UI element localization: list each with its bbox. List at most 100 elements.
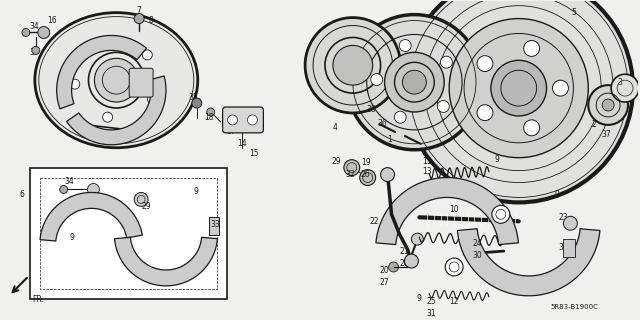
Text: 8: 8 — [148, 16, 154, 25]
Circle shape — [404, 0, 633, 203]
Text: 29: 29 — [141, 202, 151, 211]
Text: FR.: FR. — [32, 295, 44, 304]
Circle shape — [563, 216, 577, 230]
Circle shape — [134, 14, 144, 24]
Circle shape — [70, 79, 80, 89]
Ellipse shape — [35, 12, 198, 148]
Circle shape — [388, 262, 399, 272]
Circle shape — [611, 74, 639, 102]
Text: 5R83-B1900C: 5R83-B1900C — [550, 304, 598, 310]
Circle shape — [492, 205, 510, 223]
Polygon shape — [40, 192, 142, 241]
Circle shape — [412, 233, 423, 245]
Text: 7: 7 — [137, 6, 141, 15]
Circle shape — [477, 56, 493, 72]
Circle shape — [371, 74, 383, 85]
Text: 1: 1 — [387, 135, 392, 144]
Circle shape — [404, 254, 419, 268]
Circle shape — [333, 45, 372, 85]
FancyBboxPatch shape — [223, 107, 264, 133]
Text: 9: 9 — [417, 294, 422, 303]
Text: 23: 23 — [559, 213, 568, 222]
Text: 24: 24 — [472, 239, 482, 248]
Text: 22: 22 — [370, 217, 380, 226]
Bar — [209, 217, 219, 235]
Text: 36: 36 — [378, 119, 387, 128]
Text: 26: 26 — [361, 170, 371, 179]
Text: 21: 21 — [400, 247, 409, 256]
Circle shape — [60, 186, 68, 194]
Polygon shape — [458, 229, 600, 296]
Circle shape — [347, 15, 482, 150]
Text: 12: 12 — [449, 297, 459, 306]
Circle shape — [147, 94, 157, 104]
Circle shape — [552, 80, 568, 96]
Text: 4: 4 — [332, 124, 337, 132]
Circle shape — [524, 41, 540, 56]
Bar — [563, 239, 575, 257]
Text: 9: 9 — [554, 190, 559, 199]
Circle shape — [88, 184, 99, 196]
Text: 34: 34 — [65, 177, 74, 186]
Text: 33: 33 — [211, 220, 221, 229]
Circle shape — [491, 60, 547, 116]
Bar — [30, 168, 227, 299]
Text: 3: 3 — [618, 78, 623, 87]
Circle shape — [142, 50, 152, 60]
Text: 39: 39 — [29, 48, 38, 57]
Text: 19: 19 — [361, 158, 371, 167]
FancyBboxPatch shape — [129, 68, 153, 97]
Polygon shape — [115, 237, 218, 286]
Circle shape — [440, 56, 452, 68]
Text: 13: 13 — [422, 167, 432, 176]
Circle shape — [248, 115, 257, 125]
Text: 9: 9 — [495, 155, 499, 164]
Text: 33: 33 — [559, 243, 568, 252]
Text: 28: 28 — [400, 259, 409, 268]
Text: 15: 15 — [250, 149, 259, 158]
Circle shape — [602, 99, 614, 111]
Text: 9: 9 — [193, 187, 198, 196]
Circle shape — [207, 108, 214, 116]
Bar — [40, 178, 217, 289]
Circle shape — [192, 98, 202, 108]
Text: 18: 18 — [204, 114, 214, 123]
Circle shape — [437, 100, 449, 112]
Text: 9: 9 — [69, 233, 74, 242]
Text: 6: 6 — [19, 190, 24, 199]
Circle shape — [477, 105, 493, 121]
Text: 38: 38 — [367, 106, 376, 115]
Text: 34: 34 — [29, 22, 38, 31]
Text: 35: 35 — [188, 92, 198, 101]
Circle shape — [134, 192, 148, 206]
Text: 25: 25 — [426, 297, 436, 306]
Circle shape — [344, 160, 360, 176]
Text: 37: 37 — [602, 130, 611, 139]
Text: 16: 16 — [47, 16, 56, 25]
Circle shape — [94, 41, 104, 51]
Text: 11: 11 — [422, 157, 432, 166]
Text: 17: 17 — [226, 127, 236, 136]
Circle shape — [588, 85, 628, 125]
Circle shape — [381, 168, 394, 181]
Circle shape — [524, 120, 540, 136]
Polygon shape — [67, 76, 166, 145]
Circle shape — [102, 112, 113, 122]
Circle shape — [228, 115, 237, 125]
Text: 30: 30 — [472, 251, 482, 260]
Text: 5: 5 — [571, 8, 576, 17]
Text: 27: 27 — [380, 278, 389, 287]
Circle shape — [399, 40, 412, 52]
Circle shape — [360, 170, 376, 186]
Text: 2: 2 — [592, 120, 596, 129]
Circle shape — [385, 52, 444, 112]
Circle shape — [32, 46, 40, 54]
Text: 29: 29 — [331, 157, 340, 166]
Circle shape — [445, 258, 463, 276]
Circle shape — [95, 58, 138, 102]
Text: 14: 14 — [237, 139, 247, 148]
Polygon shape — [376, 178, 518, 244]
Circle shape — [394, 111, 406, 123]
Circle shape — [305, 18, 401, 113]
Circle shape — [403, 70, 426, 94]
